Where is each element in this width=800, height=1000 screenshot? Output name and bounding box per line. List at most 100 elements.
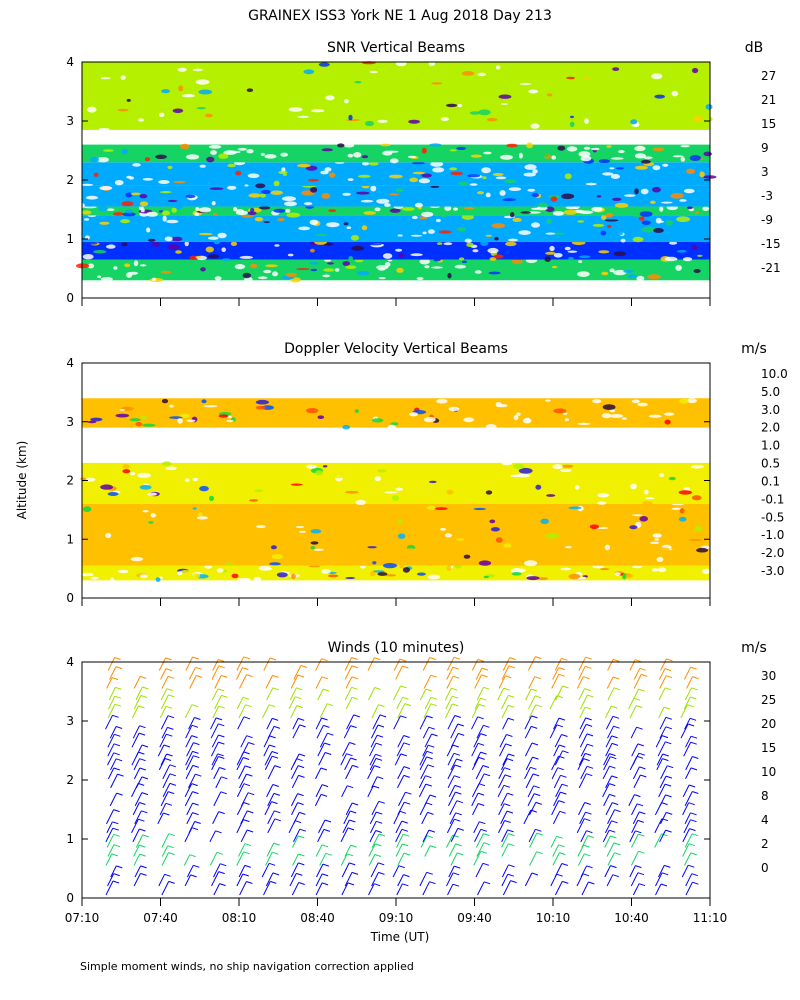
colorbar-tick-label: 0.1: [761, 475, 780, 489]
wind-barb: [685, 873, 693, 887]
texture-blob: [510, 212, 515, 218]
wind-barb: [578, 773, 587, 789]
wind-barb-flag: [350, 757, 357, 761]
wind-barb: [525, 773, 534, 789]
wind-barb: [474, 697, 481, 710]
texture-blob: [395, 487, 404, 491]
texture-blob: [285, 272, 298, 277]
wind-barb: [524, 767, 531, 780]
wind-barb-flag: [430, 703, 438, 707]
data-band: [82, 162, 710, 186]
texture-blob: [167, 165, 173, 170]
texture-blob: [112, 212, 124, 216]
wind-barb-flag: [403, 833, 410, 837]
wind-barb-flag: [478, 756, 485, 760]
wind-barb: [341, 785, 348, 798]
texture-blob: [523, 172, 536, 177]
texture-blob: [602, 172, 614, 176]
texture-blob: [624, 194, 636, 197]
wind-barb: [162, 773, 171, 789]
wind-barb: [264, 801, 272, 816]
wind-barb: [576, 818, 585, 834]
texture-blob: [287, 253, 294, 257]
wind-barb: [108, 687, 116, 701]
texture-blob: [380, 143, 391, 147]
wind-barb-flag: [427, 764, 434, 768]
wind-barb-flag: [400, 685, 407, 689]
texture-blob: [464, 238, 472, 243]
texture-blob: [106, 244, 116, 249]
wind-barb: [447, 775, 455, 789]
wind-barb: [529, 832, 538, 848]
wind-barb-flag: [689, 717, 697, 721]
wind-barb-flag: [504, 803, 511, 807]
texture-blob: [114, 180, 124, 186]
texture-blob: [609, 167, 615, 170]
wind-barb-flag: [244, 765, 252, 769]
texture-blob: [579, 255, 591, 259]
colorbar-unit: dB: [745, 40, 764, 56]
texture-blob: [486, 200, 501, 204]
wind-barb: [525, 688, 532, 701]
wind-barb: [158, 758, 166, 771]
texture-blob: [447, 272, 452, 279]
wind-barb-flag: [636, 705, 643, 708]
texture-blob: [478, 560, 492, 566]
wind-barb-flag: [192, 791, 199, 795]
wind-barb: [213, 883, 221, 896]
wind-barb: [477, 881, 485, 896]
wind-barb-flag: [504, 820, 511, 823]
texture-blob: [436, 242, 443, 246]
wind-barb: [132, 725, 140, 739]
texture-blob: [198, 207, 212, 213]
wind-barb: [133, 853, 141, 866]
wind-barb-flag: [168, 852, 175, 856]
wind-barb-flag: [690, 852, 697, 856]
texture-blob: [358, 174, 371, 178]
texture-blob: [436, 218, 441, 223]
texture-blob: [615, 167, 625, 170]
texture-blob: [119, 408, 125, 411]
wind-barb-flag: [508, 843, 515, 847]
texture-blob: [679, 508, 685, 514]
wind-barb-flag: [587, 835, 594, 839]
texture-blob: [328, 209, 337, 213]
wind-barb-flag: [478, 703, 486, 707]
wind-barb-flag: [243, 819, 250, 823]
wind-barb: [577, 758, 585, 771]
wind-barb: [551, 755, 559, 771]
wind-barb: [213, 791, 222, 807]
wind-barb-flag: [480, 751, 487, 755]
texture-blob: [589, 524, 600, 530]
texture-blob: [258, 565, 272, 571]
wind-barb: [579, 733, 588, 748]
wind-barb: [236, 757, 244, 771]
wind-barb: [266, 687, 274, 701]
texture-blob: [443, 242, 453, 246]
wind-barb: [555, 783, 563, 798]
texture-blob: [255, 405, 267, 410]
texture-blob: [98, 128, 110, 131]
texture-blob: [656, 556, 664, 563]
texture-blob: [592, 223, 605, 227]
wind-barb-flag: [271, 801, 278, 805]
wind-barb: [471, 792, 479, 807]
texture-blob: [477, 191, 484, 195]
wind-barb: [292, 853, 299, 866]
wind-barb-flag: [166, 688, 173, 692]
wind-barb: [471, 704, 480, 719]
wind-barb-flag: [167, 715, 175, 719]
wind-barb: [684, 812, 691, 825]
wind-barb: [631, 820, 639, 834]
texture-blob: [670, 192, 684, 199]
texture-blob: [362, 161, 369, 166]
wind-barb: [658, 668, 666, 680]
wind-barb-flag: [375, 757, 383, 761]
texture-blob: [397, 519, 403, 525]
wind-barb-flag: [586, 765, 594, 769]
wind-barb-flag: [139, 844, 146, 848]
wind-barb: [446, 656, 455, 671]
wind-barb: [340, 753, 347, 766]
texture-blob: [374, 207, 381, 212]
